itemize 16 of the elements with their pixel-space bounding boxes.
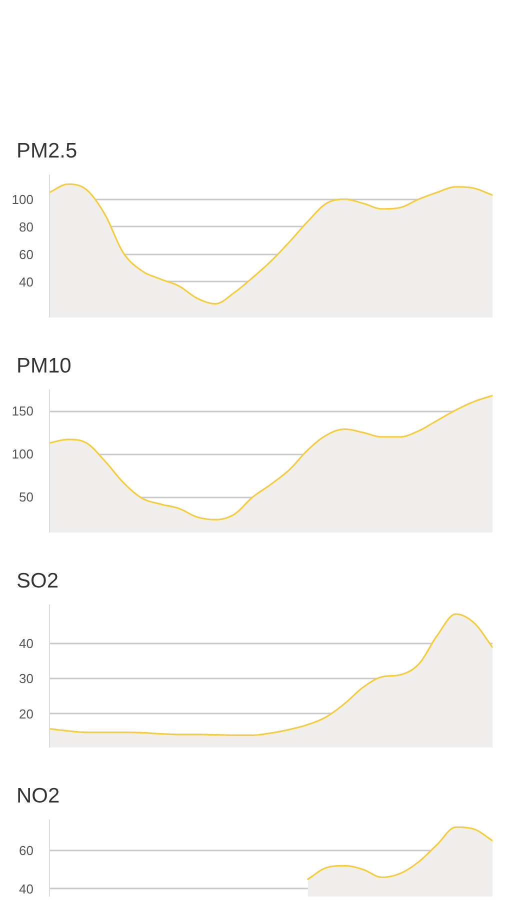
y-tick-label: 100 [12, 192, 34, 207]
y-tick-label: 50 [19, 490, 34, 505]
y-tick-label: 60 [19, 246, 34, 262]
y-tick-label: 80 [19, 219, 34, 234]
y-tick-label: 20 [19, 706, 34, 722]
y-tick-label: 60 [19, 842, 34, 858]
y-tick-label: 30 [19, 671, 34, 686]
y-tick-label: 40 [19, 881, 34, 896]
y-tick-label: 40 [19, 636, 34, 651]
chart-title: PM10 [16, 354, 72, 378]
chart-title: SO2 [16, 570, 59, 592]
y-tick-label: 150 [12, 404, 34, 419]
chart-title: PM2.5 [16, 140, 78, 162]
y-tick-label: 100 [12, 446, 34, 462]
chart-title: NO2 [16, 784, 60, 808]
y-tick-label: 40 [19, 274, 34, 290]
